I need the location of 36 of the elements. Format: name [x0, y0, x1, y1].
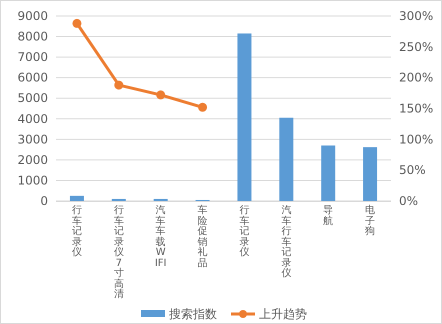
y2-tick-label: 300% — [399, 9, 434, 23]
point — [114, 80, 124, 90]
x-tick-label: 行车记录仪 — [70, 205, 83, 258]
y-tick-label: 3000 — [17, 132, 48, 146]
bar — [279, 118, 294, 201]
category-label: 行车记录仪7寸高清 — [114, 205, 124, 300]
point — [198, 102, 208, 112]
legend-label: 上升趋势 — [259, 307, 307, 321]
bar — [237, 33, 252, 201]
y-tick-label: 6000 — [17, 70, 48, 85]
x-tick-label: 汽车车载WIFI — [154, 205, 167, 269]
y-tick-label: 0 — [40, 194, 48, 208]
x-tick-label: 车险促销礼品 — [196, 205, 209, 269]
y-tick-label: 1000 — [17, 173, 48, 188]
bar — [70, 196, 84, 201]
y-tick-label: 4000 — [17, 112, 48, 126]
bar — [363, 147, 378, 201]
y2-tick-label: 50% — [399, 163, 426, 178]
y-tick-label: 2000 — [17, 152, 48, 167]
point — [72, 18, 82, 28]
y2-tick-label: 100% — [399, 132, 434, 146]
x-tick-label: 电子狗 — [364, 205, 376, 238]
legend-label: 搜索指数 — [169, 307, 217, 321]
point — [156, 90, 166, 100]
y2-tick-label: 0% — [399, 194, 418, 208]
x-tick-label: 行车记录仪 — [238, 205, 250, 258]
y-tick-label: 7000 — [17, 50, 48, 64]
y2-tick-label: 150% — [399, 102, 434, 116]
y-tick-label: 8000 — [17, 30, 48, 44]
x-tick-label: 导航 — [322, 205, 334, 227]
y-tick-label: 5000 — [17, 91, 48, 106]
y2-tick-label: 250% — [399, 40, 434, 54]
bar — [321, 146, 336, 201]
y2-tick-label: 200% — [399, 70, 434, 85]
x-tick-label: 汽车行车记录仪 — [280, 205, 292, 280]
y-tick-label: 9000 — [17, 9, 48, 23]
